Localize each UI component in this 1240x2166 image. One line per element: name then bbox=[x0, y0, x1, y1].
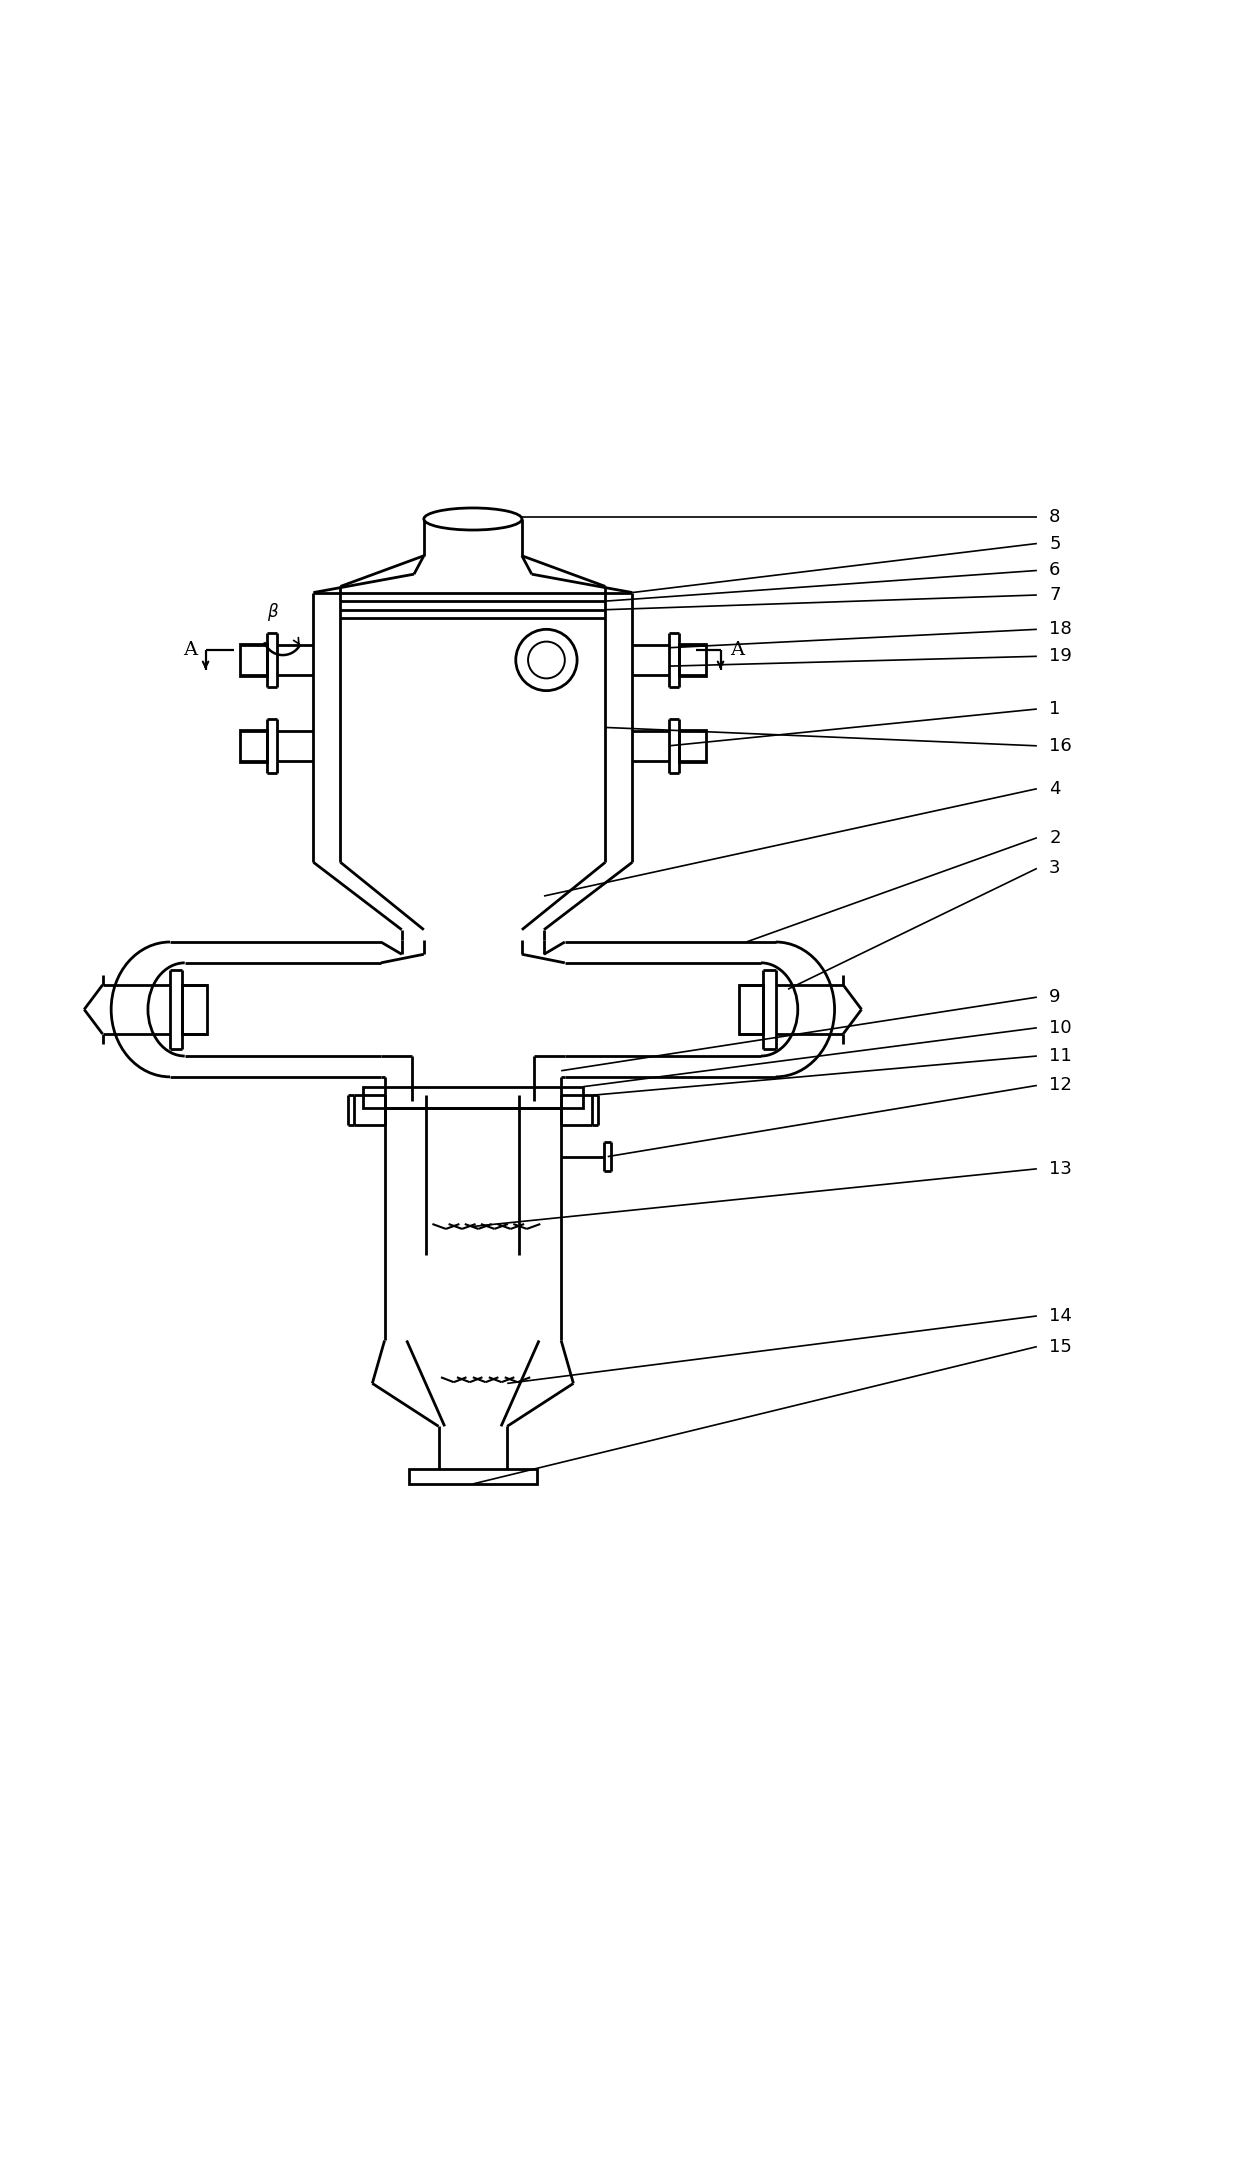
Text: 9: 9 bbox=[1049, 988, 1060, 1007]
Bar bbox=[362, 1087, 583, 1107]
Text: 11: 11 bbox=[1049, 1046, 1071, 1066]
Bar bbox=[409, 1469, 537, 1484]
Bar bbox=[678, 643, 706, 676]
Text: 13: 13 bbox=[1049, 1159, 1073, 1178]
Bar bbox=[739, 986, 764, 1033]
Text: 2: 2 bbox=[1049, 830, 1060, 847]
Bar bbox=[678, 730, 706, 762]
Text: 18: 18 bbox=[1049, 619, 1071, 639]
Bar bbox=[239, 643, 267, 676]
Text: A: A bbox=[730, 641, 744, 658]
Text: 4: 4 bbox=[1049, 780, 1060, 797]
Bar bbox=[239, 730, 267, 762]
Text: $\beta$: $\beta$ bbox=[267, 602, 279, 624]
Bar bbox=[182, 986, 207, 1033]
Text: A: A bbox=[182, 641, 197, 658]
Text: 8: 8 bbox=[1049, 507, 1060, 526]
Text: 19: 19 bbox=[1049, 648, 1073, 665]
Text: 3: 3 bbox=[1049, 860, 1060, 877]
Text: 6: 6 bbox=[1049, 561, 1060, 580]
Text: 14: 14 bbox=[1049, 1306, 1073, 1326]
Text: 7: 7 bbox=[1049, 587, 1060, 604]
Text: 15: 15 bbox=[1049, 1339, 1073, 1356]
Text: 1: 1 bbox=[1049, 700, 1060, 719]
Text: 5: 5 bbox=[1049, 535, 1060, 552]
Text: 10: 10 bbox=[1049, 1018, 1071, 1038]
Text: 12: 12 bbox=[1049, 1077, 1073, 1094]
Text: 16: 16 bbox=[1049, 736, 1071, 754]
Ellipse shape bbox=[424, 509, 522, 531]
